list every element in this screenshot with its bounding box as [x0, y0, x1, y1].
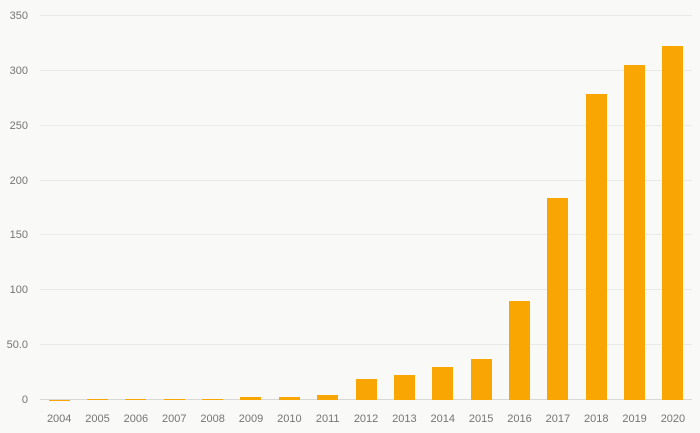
- gridline-250: [40, 124, 692, 126]
- x-tick-label-2019: 2019: [622, 413, 647, 425]
- bar-2013: [393, 374, 415, 400]
- x-tick-label-2007: 2007: [162, 413, 187, 425]
- bar-2011: [317, 395, 339, 400]
- bar-2008: [202, 398, 224, 400]
- y-tick-label-350: 350: [9, 10, 28, 22]
- x-tick-label-2018: 2018: [583, 413, 609, 425]
- bar-2019: [624, 65, 646, 400]
- bar-column-2018: [577, 16, 615, 400]
- x-tick-label-2005: 2005: [85, 413, 110, 425]
- x-tick-label-2012: 2012: [353, 413, 379, 425]
- y-tick-label-0: 0: [21, 394, 28, 406]
- x-tick-label-2014: 2014: [430, 413, 456, 425]
- x-tick-label-2004: 2004: [46, 413, 72, 425]
- bar-column-2010: [270, 16, 308, 400]
- bar-2006: [125, 398, 147, 400]
- bar-column-2011: [309, 16, 347, 400]
- bar-column-2008: [193, 16, 231, 400]
- bar-2020: [662, 45, 684, 400]
- bar-2014: [432, 367, 454, 400]
- gridline-50: [40, 344, 692, 346]
- y-tick-label-100: 100: [9, 284, 28, 297]
- y-tick-label-150: 150: [9, 229, 28, 242]
- bar-2007: [163, 398, 185, 400]
- gridline-300: [40, 69, 692, 71]
- y-tick-label-300: 300: [9, 64, 28, 77]
- bar-column-2014: [424, 16, 462, 400]
- bar-2012: [355, 379, 377, 400]
- bar-2018: [585, 93, 607, 400]
- plot-area: [40, 15, 692, 400]
- bar-column-2006: [117, 16, 155, 400]
- bar-2017: [547, 198, 569, 400]
- bars-container: [40, 16, 692, 400]
- x-tick-label-2006: 2006: [123, 413, 149, 425]
- x-tick-label-2009: 2009: [238, 413, 264, 425]
- y-tick-label-200: 200: [9, 174, 28, 187]
- bar-2016: [508, 301, 530, 400]
- y-tick-label-50.0: 50.0: [6, 339, 28, 352]
- x-axis: 2004 2005 2006 2007 2008 2009 2010 2011 2012 2013…: [40, 413, 692, 425]
- gridline-200: [40, 179, 692, 181]
- x-tick-label-2011: 2011: [315, 413, 340, 425]
- bar-column-2019: [615, 16, 653, 400]
- x-tick-label-2016: 2016: [507, 413, 532, 425]
- gridline-350: [40, 15, 692, 16]
- bar-column-2017: [539, 16, 577, 400]
- bar-column-2007: [155, 16, 193, 400]
- bar-column-2004: [40, 16, 78, 400]
- x-tick-label-2020: 2020: [660, 413, 686, 425]
- gridline-100: [40, 289, 692, 291]
- x-tick-label-2017: 2017: [545, 413, 571, 425]
- gridline-150: [40, 234, 692, 236]
- bar-column-2016: [500, 16, 538, 400]
- bar-2010: [278, 397, 300, 400]
- bar-column-2005: [78, 16, 116, 400]
- bar-column-2012: [347, 16, 385, 400]
- bar-2015: [470, 359, 492, 400]
- bar-column-2009: [232, 16, 270, 400]
- x-tick-label-2008: 2008: [200, 413, 225, 425]
- y-tick-label-250: 250: [9, 119, 28, 132]
- bar-column-2015: [462, 16, 500, 400]
- bar-2009: [240, 396, 262, 400]
- x-tick-label-2013: 2013: [392, 413, 417, 425]
- y-axis: 0 50.0 100 150 200 250 300 350: [0, 10, 34, 406]
- bar-2005: [87, 398, 109, 400]
- x-tick-label-2015: 2015: [468, 413, 494, 425]
- x-tick-label-2010: 2010: [277, 413, 302, 425]
- bar-column-2013: [385, 16, 423, 400]
- bar-column-2020: [654, 16, 692, 400]
